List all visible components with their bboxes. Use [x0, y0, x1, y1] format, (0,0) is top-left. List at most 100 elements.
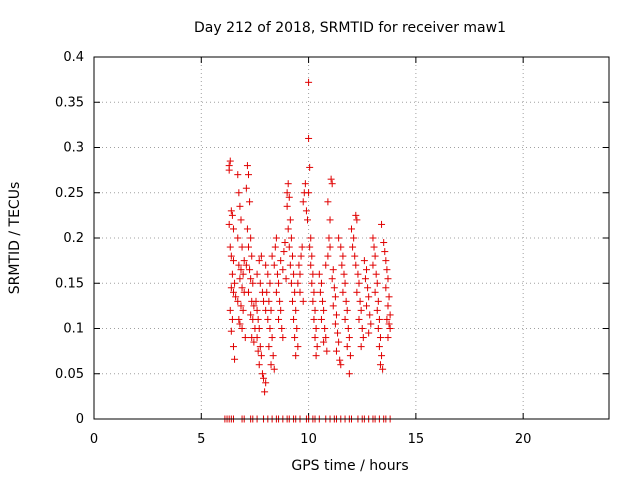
data-point — [239, 306, 247, 314]
data-point — [306, 163, 314, 171]
data-point — [382, 284, 390, 292]
data-point — [258, 370, 266, 378]
data-point — [374, 297, 382, 305]
data-point — [290, 315, 298, 323]
data-point — [294, 343, 302, 351]
data-point — [350, 234, 358, 242]
data-point — [226, 243, 234, 251]
plot-frame — [93, 56, 610, 420]
data-point — [250, 338, 258, 346]
data-point — [360, 257, 368, 265]
data-point — [378, 220, 386, 228]
data-point — [353, 288, 361, 296]
data-point — [302, 207, 310, 215]
data-point — [231, 355, 239, 363]
data-point — [267, 361, 275, 369]
data-point — [367, 320, 375, 328]
data-point — [264, 270, 272, 278]
data-point — [349, 243, 357, 251]
data-point — [328, 180, 336, 188]
y-tick-label: 0.2 — [63, 231, 84, 246]
data-point — [257, 252, 265, 260]
data-point — [243, 225, 251, 233]
data-point — [292, 352, 300, 360]
data-point — [253, 306, 261, 314]
data-point — [386, 311, 394, 319]
data-point — [341, 315, 349, 323]
data-point — [373, 279, 381, 287]
data-point — [296, 288, 304, 296]
data-point — [310, 315, 318, 323]
data-point — [278, 325, 286, 332]
data-point — [245, 288, 252, 296]
data-point — [297, 252, 305, 260]
data-point — [334, 329, 342, 337]
data-point — [304, 216, 312, 224]
data-point — [286, 216, 294, 224]
x-tick-label: 20 — [515, 432, 532, 447]
data-point — [226, 306, 234, 314]
data-point — [309, 297, 317, 305]
data-point — [227, 252, 235, 260]
data-point — [379, 365, 387, 373]
data-point — [277, 257, 285, 265]
data-point — [236, 275, 244, 283]
data-point — [267, 306, 275, 314]
data-point — [228, 211, 236, 219]
data-point — [292, 306, 300, 314]
data-point — [247, 275, 255, 283]
data-point — [324, 198, 332, 206]
data-point — [320, 306, 328, 314]
data-point — [301, 180, 309, 188]
data-point — [273, 270, 281, 278]
data-point — [229, 343, 237, 351]
data-point — [370, 243, 378, 251]
data-point — [384, 302, 392, 310]
data-point — [229, 225, 237, 233]
data-point — [255, 361, 263, 369]
data-point — [358, 325, 366, 332]
data-point — [290, 270, 298, 278]
data-point — [254, 315, 262, 323]
data-point — [374, 325, 382, 332]
x-tick-label: 15 — [408, 432, 425, 447]
data-point — [236, 320, 244, 328]
data-point — [269, 352, 277, 360]
data-point — [386, 325, 394, 332]
data-point — [313, 343, 321, 351]
data-point — [328, 275, 336, 283]
data-point — [236, 202, 244, 210]
data-point — [335, 234, 343, 242]
x-axis-label: GPS time / hours — [291, 458, 408, 474]
data-point — [299, 297, 307, 305]
data-point — [352, 211, 360, 219]
data-point — [280, 248, 288, 256]
data-point — [252, 297, 260, 305]
data-point — [270, 365, 278, 373]
data-point — [268, 252, 276, 260]
data-point — [331, 293, 339, 301]
data-point — [226, 157, 234, 165]
data-point — [348, 225, 355, 233]
data-point — [234, 234, 242, 242]
data-point — [237, 216, 245, 224]
data-point — [238, 243, 246, 251]
data-point — [309, 270, 317, 278]
data-point — [272, 288, 280, 296]
data-point — [353, 216, 361, 224]
data-point — [255, 325, 263, 332]
data-point — [256, 279, 264, 287]
data-point — [262, 379, 270, 387]
data-point — [294, 279, 302, 287]
data-point — [375, 343, 383, 351]
data-point — [272, 234, 280, 242]
data-point — [310, 288, 318, 296]
data-point — [385, 293, 393, 301]
data-point — [229, 288, 237, 296]
data-point — [250, 302, 258, 310]
data-point — [336, 356, 344, 364]
data-point — [380, 239, 388, 247]
data-point — [364, 284, 372, 292]
data-point — [234, 297, 242, 305]
data-point — [308, 279, 316, 287]
